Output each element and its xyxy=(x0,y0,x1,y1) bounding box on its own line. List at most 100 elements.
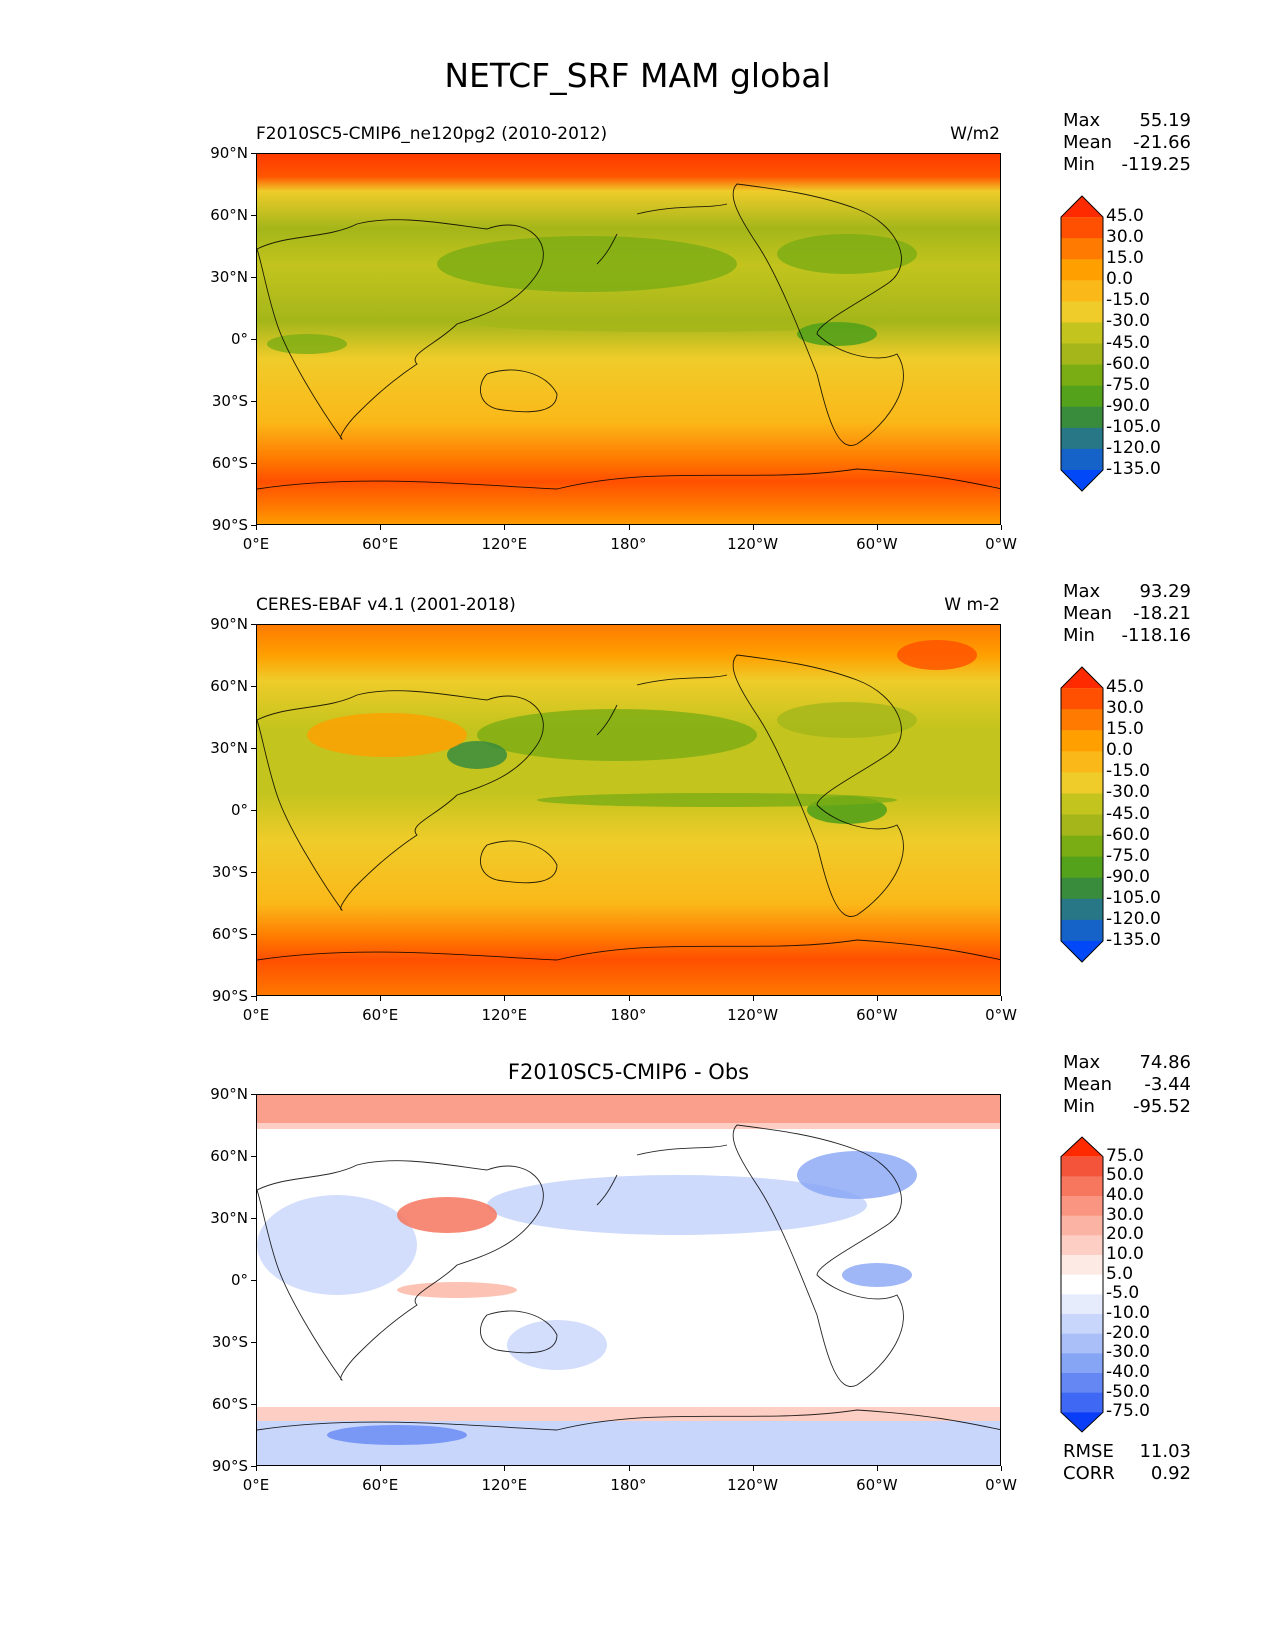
stat-max-label: Max xyxy=(1063,110,1101,131)
lat-tick xyxy=(251,872,256,873)
colorbar-segment xyxy=(1061,343,1103,366)
stat-mean-value: -18.21 xyxy=(1132,603,1191,624)
colorbar-segment xyxy=(1061,1274,1103,1295)
lon-tick-label: 60°W xyxy=(856,1006,898,1024)
lon-tick-label: 60°E xyxy=(362,535,399,553)
lon-tick xyxy=(752,525,754,530)
colorbar-segment xyxy=(1061,259,1103,281)
colorbar-segment xyxy=(1061,772,1103,794)
lat-tick-label: 0° xyxy=(230,801,248,819)
colorbar-segment xyxy=(1061,1412,1103,1432)
lon-tick-label: 60°E xyxy=(362,1006,399,1024)
stat-max-value: 93.29 xyxy=(1139,581,1191,602)
panel-units: W/m2 xyxy=(950,124,1000,144)
lon-tick-label: 180° xyxy=(610,535,647,553)
lon-tick xyxy=(1001,525,1002,530)
map-model xyxy=(256,153,1001,525)
lon-tick xyxy=(256,525,257,530)
colorbar-tick-label: -120.0 xyxy=(1106,908,1161,929)
panel-title-center: F2010SC5-CMIP6 - Obs xyxy=(507,1060,750,1084)
panel-title-left: F2010SC5-CMIP6_ne120pg2 (2010-2012) xyxy=(256,124,608,144)
colorbar-segment xyxy=(1061,856,1103,879)
stat-min-value: -118.16 xyxy=(1121,625,1191,646)
lon-tick xyxy=(628,525,630,530)
corr-label: CORR xyxy=(1063,1463,1115,1484)
lon-tick xyxy=(628,996,630,1001)
colorbar-tick-label: -60.0 xyxy=(1106,824,1150,845)
colorbar-outline xyxy=(1060,666,1104,963)
lat-tick-label: 90°S xyxy=(211,987,248,1005)
lat-tick xyxy=(251,525,256,526)
colorbar-segment xyxy=(1061,469,1103,491)
colorbar-tick-label: -75.0 xyxy=(1106,374,1150,395)
colorbar-tick-label: 30.0 xyxy=(1106,698,1144,719)
lat-tick-label: 60°N xyxy=(210,206,248,224)
lat-tick-label: 60°S xyxy=(211,1395,248,1413)
lon-tick xyxy=(1001,996,1002,1001)
lat-tick-label: 30°N xyxy=(210,1209,248,1227)
lon-tick xyxy=(504,1466,506,1471)
stats-model: Max 55.19 Mean -21.66 Min -119.25 xyxy=(1063,110,1191,176)
lon-tick-label: 120°W xyxy=(727,1006,779,1024)
colorbar xyxy=(1060,666,1104,963)
lat-tick-label: 90°S xyxy=(211,516,248,534)
colorbar-tick-label: -120.0 xyxy=(1106,437,1161,458)
lon-tick xyxy=(628,1466,630,1471)
colorbar-segment xyxy=(1061,730,1103,752)
stat-min-value: -95.52 xyxy=(1132,1096,1191,1117)
colorbar-tick-label: -105.0 xyxy=(1106,416,1161,437)
lat-tick xyxy=(251,1094,256,1095)
colorbar-tick-label: 15.0 xyxy=(1106,719,1144,740)
lon-tick xyxy=(256,1466,257,1471)
colorbar-tick-label: -60.0 xyxy=(1106,353,1150,374)
colorbar xyxy=(1060,1136,1104,1433)
lat-tick xyxy=(251,748,256,749)
lon-tick-label: 60°W xyxy=(856,535,898,553)
lon-tick xyxy=(752,1466,754,1471)
colorbar-segment xyxy=(1061,1333,1103,1354)
corr-value: 0.92 xyxy=(1150,1463,1191,1484)
colorbar-tick-label: 30.0 xyxy=(1106,1204,1144,1225)
colorbar-segment xyxy=(1061,1156,1103,1177)
lon-tick-label: 0°E xyxy=(242,1006,270,1024)
lat-tick-label: 90°S xyxy=(211,1457,248,1475)
colorbar-segment xyxy=(1061,364,1103,387)
lat-tick-label: 0° xyxy=(230,1271,248,1289)
lon-tick-label: 60°E xyxy=(362,1476,399,1494)
colorbar-tick-label: 40.0 xyxy=(1106,1185,1144,1205)
lon-tick xyxy=(752,996,754,1001)
colorbar-outline xyxy=(1060,195,1104,492)
lat-tick-label: 30°N xyxy=(210,268,248,286)
lon-tick-label: 120°W xyxy=(727,535,779,553)
colorbar-segment xyxy=(1061,280,1103,302)
lat-tick xyxy=(251,401,256,402)
colorbar-segment xyxy=(1061,1314,1103,1335)
colorbar-segment xyxy=(1061,217,1103,239)
stat-mean-label: Mean xyxy=(1063,603,1113,624)
colorbar-segment xyxy=(1061,1235,1103,1256)
colorbar-tick-label: -135.0 xyxy=(1106,458,1161,479)
colorbar-tick-label: 5.0 xyxy=(1106,1263,1134,1284)
colorbar-segment xyxy=(1061,322,1103,344)
panel-units: W m-2 xyxy=(944,595,1000,615)
colorbar-tick-label: -75.0 xyxy=(1106,845,1150,866)
colorbar-segment xyxy=(1061,1215,1103,1236)
rmse-value: 11.03 xyxy=(1139,1441,1191,1462)
panel-title-left: CERES-EBAF v4.1 (2001-2018) xyxy=(256,595,516,615)
lat-tick-label: 30°N xyxy=(210,739,248,757)
lat-tick-label: 60°S xyxy=(211,454,248,472)
lat-tick xyxy=(251,686,256,687)
colorbar-tick-label: 45.0 xyxy=(1106,677,1144,698)
colorbar-tick-label: -30.0 xyxy=(1106,311,1150,332)
colorbar-tick-label: -105.0 xyxy=(1106,887,1161,908)
stat-min-value: -119.25 xyxy=(1121,154,1191,175)
stat-min-label: Min xyxy=(1063,154,1095,175)
lat-tick xyxy=(251,1218,256,1219)
colorbar-segment xyxy=(1061,1392,1103,1413)
lat-tick-label: 0° xyxy=(230,330,248,348)
map-obs xyxy=(256,624,1001,996)
colorbar-segment xyxy=(1061,1196,1103,1217)
colorbar-tick-label: -15.0 xyxy=(1106,761,1150,782)
colorbar-segment xyxy=(1061,1353,1103,1374)
colorbar-tick-label: -5.0 xyxy=(1106,1283,1140,1304)
